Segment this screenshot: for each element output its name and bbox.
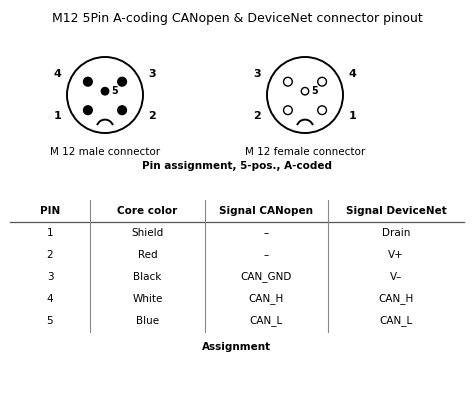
Circle shape [283, 106, 292, 114]
Text: CAN_L: CAN_L [250, 316, 283, 326]
Circle shape [118, 77, 127, 86]
Circle shape [83, 77, 92, 86]
Circle shape [83, 106, 92, 114]
Text: 4: 4 [46, 294, 53, 304]
Text: 3: 3 [46, 272, 53, 282]
Text: CAN_H: CAN_H [249, 293, 284, 305]
Text: –: – [264, 228, 269, 238]
Circle shape [101, 88, 109, 95]
Text: M12 5Pin A-coding CANopen & DeviceNet connector pinout: M12 5Pin A-coding CANopen & DeviceNet co… [52, 12, 422, 25]
Text: Core color: Core color [118, 206, 178, 216]
Text: 3: 3 [149, 69, 156, 79]
Text: M 12 female connector: M 12 female connector [245, 147, 365, 157]
Circle shape [318, 77, 327, 86]
Text: 5: 5 [111, 86, 118, 96]
Text: Assignment: Assignment [202, 342, 272, 352]
Text: M 12 male connector: M 12 male connector [50, 147, 160, 157]
Circle shape [301, 88, 309, 95]
Text: PIN: PIN [40, 206, 60, 216]
Circle shape [283, 77, 292, 86]
Text: Black: Black [133, 272, 162, 282]
Text: Pin assignment, 5-pos., A-coded: Pin assignment, 5-pos., A-coded [142, 161, 332, 171]
Text: 2: 2 [46, 250, 53, 260]
Text: V+: V+ [388, 250, 404, 260]
Text: 1: 1 [46, 228, 53, 238]
Text: 1: 1 [54, 111, 61, 121]
Text: CAN_H: CAN_H [378, 293, 414, 305]
Text: Red: Red [137, 250, 157, 260]
Text: CAN_GND: CAN_GND [241, 272, 292, 282]
Text: White: White [132, 294, 163, 304]
Text: Signal CANopen: Signal CANopen [219, 206, 313, 216]
Text: CAN_L: CAN_L [379, 316, 413, 326]
Text: 1: 1 [348, 111, 356, 121]
Text: 4: 4 [348, 69, 356, 79]
Text: Shield: Shield [131, 228, 164, 238]
Text: 5: 5 [311, 86, 319, 96]
Text: 5: 5 [46, 316, 53, 326]
Circle shape [118, 106, 127, 114]
Text: Drain: Drain [382, 228, 410, 238]
Text: 4: 4 [54, 69, 62, 79]
Text: –: – [264, 250, 269, 260]
Text: V–: V– [390, 272, 402, 282]
Text: Blue: Blue [136, 316, 159, 326]
Text: 3: 3 [254, 69, 261, 79]
Text: Signal DeviceNet: Signal DeviceNet [346, 206, 447, 216]
Circle shape [318, 106, 327, 114]
Text: 2: 2 [149, 111, 156, 121]
Text: 2: 2 [254, 111, 261, 121]
